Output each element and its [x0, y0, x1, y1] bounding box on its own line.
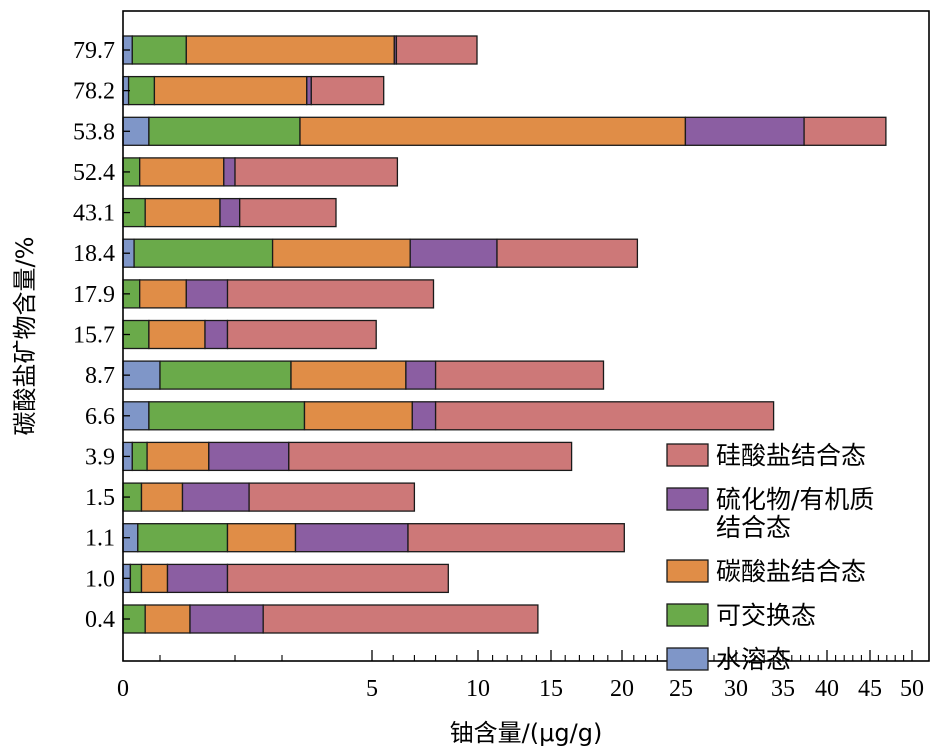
bar-segment-1.5-series-3 — [181, 482, 250, 512]
y-tick-label: 17.9 — [73, 282, 115, 308]
y-tick-label: 1.5 — [85, 485, 115, 511]
bar-segment-17.9-series-4 — [226, 279, 435, 309]
legend-label: 硫化物/有机质 — [716, 485, 874, 514]
bar-segment-1.0-series-2 — [140, 563, 169, 594]
y-axis: 0.4 1.0 1.1 1.5 3.9 6.6 8.7 15.7 17.9 18.4 43.1 52.… — [73, 38, 130, 633]
bar-segment-43.1-series-3 — [219, 197, 241, 228]
y-tick-label: 78.2 — [73, 79, 115, 105]
plot-frame — [122, 10, 930, 662]
y-tick-label: 0.4 — [85, 607, 115, 633]
bar-segment-15.7-series-4 — [226, 319, 377, 350]
bar-segment-0.4-series-4 — [262, 604, 539, 634]
bar-segment-17.9-series-3 — [185, 279, 229, 309]
legend-label: 硅酸盐结合态 — [716, 441, 866, 470]
legend-swatch — [666, 647, 709, 671]
bar-segment-8.7-series-1 — [159, 360, 292, 390]
y-tick-label: 1.1 — [85, 526, 115, 552]
y-tick-label: 53.8 — [73, 119, 115, 145]
legend-swatch — [666, 559, 709, 583]
bar-segment-18.4-series-3 — [409, 238, 498, 268]
bar-segment-3.9-series-4 — [288, 441, 573, 472]
bar-segment-15.7-series-2 — [148, 319, 206, 350]
bar-segment-78.2-series-1 — [127, 75, 156, 106]
bar-segment-1.0-series-4 — [226, 563, 449, 594]
x-tick-label: 30 — [724, 676, 748, 702]
bar-segment-1.1-series-3 — [294, 523, 409, 553]
y-tick-label: 1.0 — [85, 566, 115, 592]
bar-segment-8.7-series-3 — [405, 360, 437, 390]
bar-segment-6.6-series-4 — [434, 401, 775, 431]
bar-segment-18.4-series-2 — [271, 238, 411, 268]
bar-segment-1.1-series-2 — [226, 523, 297, 553]
x-tick-label: 10 — [466, 676, 490, 702]
y-tick-label: 52.4 — [73, 160, 115, 186]
bar-segment-18.4-series-4 — [496, 238, 639, 268]
bars-layer — [122, 35, 887, 634]
bar-segment-53.8-series-2 — [299, 116, 687, 146]
x-tick-label: 50 — [900, 676, 924, 702]
bar-segment-78.2-series-4 — [310, 75, 385, 106]
legend-swatch — [666, 603, 709, 627]
bar-segment-6.6-series-3 — [411, 401, 437, 431]
bar-segment-79.7-series-2 — [185, 35, 395, 65]
x-tick-label: 15 — [539, 676, 563, 702]
bar-segment-53.8-series-3 — [684, 116, 805, 146]
bar-segment-1.1-series-1 — [137, 523, 229, 553]
x-tick-label: 5 — [366, 676, 378, 702]
bar-segment-0.4-series-2 — [144, 604, 191, 634]
bar-segment-52.4-series-4 — [234, 157, 399, 187]
bar-segment-78.2-series-2 — [153, 75, 308, 106]
bar-segment-52.4-series-3 — [223, 157, 236, 187]
y-tick-label: 43.1 — [73, 201, 115, 227]
bar-segment-18.4-series-1 — [133, 238, 274, 268]
legend-label: 碳酸盐结合态 — [716, 557, 866, 586]
bar-segment-6.6-series-1 — [148, 401, 306, 431]
bar-segment-3.9-series-1 — [131, 441, 148, 472]
bar-segment-79.7-series-1 — [131, 35, 187, 65]
legend-swatch — [666, 443, 709, 467]
bar-segment-43.1-series-2 — [144, 197, 221, 228]
bar-segment-53.8-series-4 — [803, 116, 887, 146]
x-tick-label: 20 — [610, 676, 634, 702]
bar-segment-53.8-series-1 — [148, 116, 301, 146]
bar-segment-52.4-series-2 — [139, 157, 225, 187]
x-axis-title: 铀含量/(μg/g) — [450, 719, 603, 747]
bar-segment-17.9-series-2 — [139, 279, 187, 309]
bar-segment-79.7-series-4 — [395, 35, 478, 65]
y-tick-label: 8.7 — [85, 363, 115, 389]
legend-swatch — [666, 487, 709, 511]
bar-segment-78.2-series-3 — [306, 75, 312, 106]
y-tick-label: 3.9 — [85, 444, 115, 470]
y-tick-label: 6.6 — [85, 404, 115, 430]
x-tick-label: 0 — [117, 676, 129, 702]
y-tick-label: 79.7 — [73, 38, 115, 64]
y-axis-title: 碳酸盐矿物含量/% — [11, 237, 39, 436]
bar-segment-1.1-series-4 — [407, 523, 625, 553]
x-tick-label: 35 — [771, 676, 795, 702]
bar-segment-6.6-series-2 — [303, 401, 413, 431]
x-tick-label: 45 — [858, 676, 882, 702]
bar-segment-3.9-series-3 — [208, 441, 290, 472]
legend-label: 可交换态 — [716, 601, 816, 630]
legend-label: 结合态 — [716, 513, 791, 542]
bar-segment-15.7-series-3 — [204, 319, 229, 350]
bar-segment-43.1-series-4 — [239, 197, 337, 228]
bar-segment-1.5-series-2 — [140, 482, 184, 512]
y-tick-label: 15.7 — [73, 323, 115, 349]
bar-segment-8.7-series-4 — [434, 360, 605, 390]
x-tick-label: 25 — [669, 676, 693, 702]
bar-segment-8.7-series-2 — [290, 360, 407, 390]
legend-label: 水溶态 — [716, 645, 791, 674]
y-tick-label: 18.4 — [73, 241, 115, 267]
bar-segment-1.0-series-1 — [129, 563, 143, 594]
bar-segment-1.0-series-3 — [166, 563, 229, 594]
x-tick-label: 40 — [815, 676, 839, 702]
x-axis: 0 5 10 15 20 25 30 35 40 45 50 — [117, 650, 924, 702]
bar-segment-0.4-series-3 — [189, 604, 264, 634]
bar-segment-1.5-series-4 — [248, 482, 416, 512]
bar-segment-3.9-series-2 — [146, 441, 210, 472]
